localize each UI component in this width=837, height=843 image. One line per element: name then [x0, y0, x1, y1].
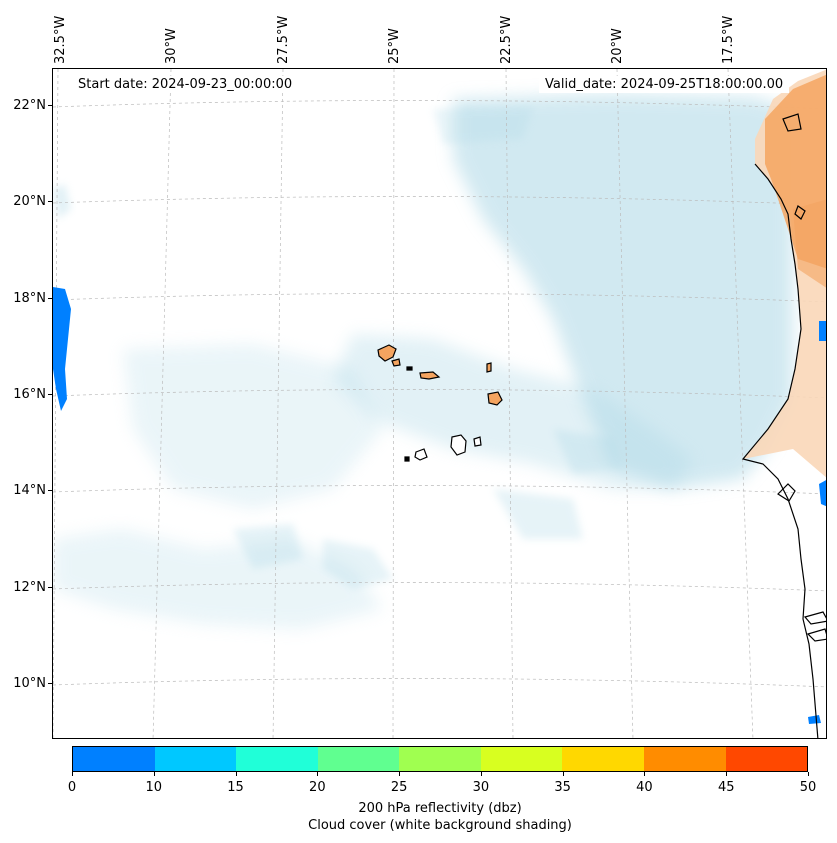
colorbar-segment-4	[399, 747, 481, 771]
lat-label-16n: 16°N	[13, 387, 46, 402]
tick-lat-10n	[48, 683, 52, 684]
lon-label-30w: 30°W	[164, 28, 179, 64]
colorbar-tickmark-9	[808, 772, 809, 776]
colorbar-segment-1	[154, 747, 237, 771]
colorbar-tick-label-7: 40	[636, 780, 653, 795]
colorbar-label-reflectivity: 200 hPa reflectivity (dbz)	[358, 801, 522, 816]
lat-label-10n: 10°N	[13, 676, 46, 691]
colorbar-tickmark-8	[726, 772, 728, 776]
colorbar-segment-7	[643, 747, 726, 771]
lon-label-20w: 20°W	[610, 28, 625, 64]
colorbar-tick-label-5: 30	[472, 780, 490, 795]
african-coast-land	[743, 69, 826, 478]
cape-verde-islands	[377, 344, 503, 462]
lon-label-17-5w: 17.5°W	[721, 15, 736, 64]
colorbar-tick-label-2: 15	[227, 780, 244, 795]
lat-label-22n: 22°N	[13, 98, 46, 113]
colorbar-tick-label-1: 10	[145, 780, 163, 795]
colorbar-tickmark-1	[153, 772, 155, 776]
map-panel	[52, 68, 827, 739]
colorbar-segment-0	[73, 747, 155, 771]
tick-lat-20n	[48, 201, 52, 202]
valid-date-label: Valid_date: 2024-09-25T18:00:00.00	[539, 76, 790, 93]
reflectivity-echoes	[53, 287, 826, 724]
tick-lat-22n	[48, 105, 52, 106]
colorbar-tickmark-3	[317, 772, 319, 776]
colorbar-segment-2	[236, 747, 318, 771]
lon-label-22-5w: 22.5°W	[499, 15, 514, 64]
lat-label-14n: 14°N	[13, 483, 46, 498]
lon-label-25w: 25°W	[387, 28, 402, 64]
colorbar-segment-8	[725, 747, 808, 771]
start-date-label: Start date: 2024-09-23_00:00:00	[72, 76, 299, 93]
colorbar-tick-label-9: 50	[799, 780, 817, 795]
lon-label-27-5w: 27.5°W	[276, 15, 291, 64]
colorbar-segment-6	[562, 747, 644, 771]
coastlines	[741, 113, 826, 738]
colorbar-tickmark-5	[480, 772, 482, 776]
colorbar-tickmark-2	[235, 772, 237, 776]
colorbar-tick-label-6: 35	[554, 780, 571, 795]
map-svg	[53, 69, 826, 738]
colorbar-tickmark-6	[562, 772, 564, 776]
cloud-cover	[53, 94, 793, 629]
colorbar-segment-5	[480, 747, 563, 771]
tick-lat-18n	[48, 298, 52, 299]
tick-lat-14n	[48, 490, 52, 491]
colorbar-tick-label-4: 25	[390, 780, 408, 795]
graticule	[53, 69, 826, 738]
colorbar-label-cloud-cover: Cloud cover (white background shading)	[308, 818, 572, 833]
colorbar-tickmark-4	[399, 772, 401, 776]
lat-label-20n: 20°N	[13, 194, 46, 209]
colorbar-tick-label-3: 20	[309, 780, 326, 795]
colorbar-tick-label-0: 0	[67, 780, 77, 795]
tick-lat-12n	[48, 587, 52, 588]
colorbar-segment-3	[317, 747, 400, 771]
lat-label-12n: 12°N	[13, 580, 46, 595]
colorbar-tickmark-0	[72, 772, 73, 776]
tick-lat-16n	[48, 394, 52, 395]
colorbar-tick-label-8: 45	[717, 780, 735, 795]
colorbar-tickmark-7	[644, 772, 646, 776]
lat-label-18n: 18°N	[13, 291, 46, 306]
lon-label-32-5w: 32.5°W	[53, 15, 68, 64]
colorbar	[72, 746, 808, 772]
